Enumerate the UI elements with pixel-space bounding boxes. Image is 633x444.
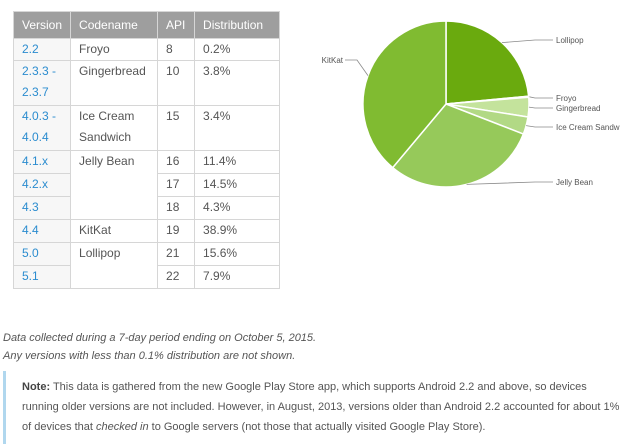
distribution-cell: 11.4% xyxy=(194,150,281,174)
distribution-table: Version Codename API Distribution 2.2 Fr… xyxy=(12,11,281,289)
api-cell: 16 xyxy=(157,150,196,174)
leader-line xyxy=(528,96,553,99)
table-row: 5.1 22 7.9% xyxy=(12,265,281,289)
note-text: Note: This data is gathered from the new… xyxy=(22,377,626,437)
leader-line xyxy=(466,181,553,185)
api-cell: 15 xyxy=(157,105,196,151)
leader-line xyxy=(528,106,553,109)
version-link[interactable]: 2.2 xyxy=(12,38,72,61)
api-cell: 10 xyxy=(157,60,196,106)
version-link[interactable]: 4.2.x xyxy=(12,173,72,197)
version-link[interactable]: 4.3 xyxy=(12,196,72,220)
table-row: 4.1.x Jelly Bean 16 11.4% xyxy=(12,150,281,220)
version-link[interactable]: 2.3.3 - 2.3.7 xyxy=(12,60,72,106)
table-row: 5.0 Lollipop 21 15.6% xyxy=(12,242,281,289)
header-distribution: Distribution xyxy=(194,11,281,39)
footnote-line: Data collected during a 7-day period end… xyxy=(3,332,317,344)
slice-label: KitKat xyxy=(322,56,344,65)
version-link[interactable]: 4.4 xyxy=(12,219,72,243)
note-label: Note: xyxy=(22,381,51,393)
note-text-part: This data is gathered from the new Googl… xyxy=(22,381,620,433)
api-cell: 8 xyxy=(157,38,196,61)
table-row: 4.4 KitKat 19 38.9% xyxy=(12,219,281,243)
codename-cell: Ice Cream Sandwich xyxy=(70,105,159,151)
table-header-row: Version Codename API Distribution xyxy=(12,11,281,39)
distribution-cell: 0.2% xyxy=(194,38,281,61)
distribution-cell: 3.8% xyxy=(194,60,281,106)
pie-slice-lollipop xyxy=(445,20,530,105)
note-emphasis: checked in xyxy=(96,421,149,433)
distribution-cell: 7.9% xyxy=(194,265,281,289)
table-row: 4.3 18 4.3% xyxy=(12,196,281,220)
distribution-cell: 38.9% xyxy=(194,219,281,243)
version-link[interactable]: 4.0.3 - 4.0.4 xyxy=(12,105,72,151)
slice-label: Lollipop xyxy=(556,36,584,45)
pie-slice-kitkat xyxy=(362,20,447,169)
version-link[interactable]: 5.1 xyxy=(12,265,72,289)
leader-line xyxy=(345,59,369,76)
slice-label: Ice Cream Sandwich xyxy=(556,123,620,132)
header-api: API xyxy=(157,11,196,39)
version-link[interactable]: 4.1.x xyxy=(12,150,72,174)
slice-label: Froyo xyxy=(556,94,577,103)
codename-cell: Jelly Bean xyxy=(70,150,159,220)
api-cell: 21 xyxy=(157,242,196,266)
distribution-cell: 4.3% xyxy=(194,196,281,220)
leader-line xyxy=(501,39,553,43)
leader-line xyxy=(526,125,553,128)
distribution-cell: 3.4% xyxy=(194,105,281,151)
table-row: 4.0.3 - 4.0.4 Ice Cream Sandwich 15 3.4% xyxy=(12,105,281,151)
api-cell: 17 xyxy=(157,173,196,197)
distribution-cell: 14.5% xyxy=(194,173,281,197)
note-box: Note: This data is gathered from the new… xyxy=(3,371,626,444)
distribution-cell: 15.6% xyxy=(194,242,281,266)
slice-label: Gingerbread xyxy=(556,104,600,113)
api-cell: 18 xyxy=(157,196,196,220)
api-cell: 19 xyxy=(157,219,196,243)
note-text-part: to Google servers (not those that actual… xyxy=(148,421,486,433)
table-row: 2.3.3 - 2.3.7 Gingerbread 10 3.8% xyxy=(12,60,281,106)
codename-cell: Gingerbread xyxy=(70,60,159,106)
version-link[interactable]: 5.0 xyxy=(12,242,72,266)
table-row: 2.2 Froyo 8 0.2% xyxy=(12,38,281,61)
slice-label: Jelly Bean xyxy=(556,178,593,187)
footnote: Data collected during a 7-day period end… xyxy=(3,329,316,365)
codename-cell: Froyo xyxy=(70,38,159,61)
footnote-line: Any versions with less than 0.1% distrib… xyxy=(3,350,296,362)
codename-cell: KitKat xyxy=(70,219,159,243)
api-cell: 22 xyxy=(157,265,196,289)
header-version: Version xyxy=(12,11,72,39)
codename-cell: Lollipop xyxy=(70,242,159,289)
table-row: 4.2.x 17 14.5% xyxy=(12,173,281,197)
header-codename: Codename xyxy=(70,11,159,39)
